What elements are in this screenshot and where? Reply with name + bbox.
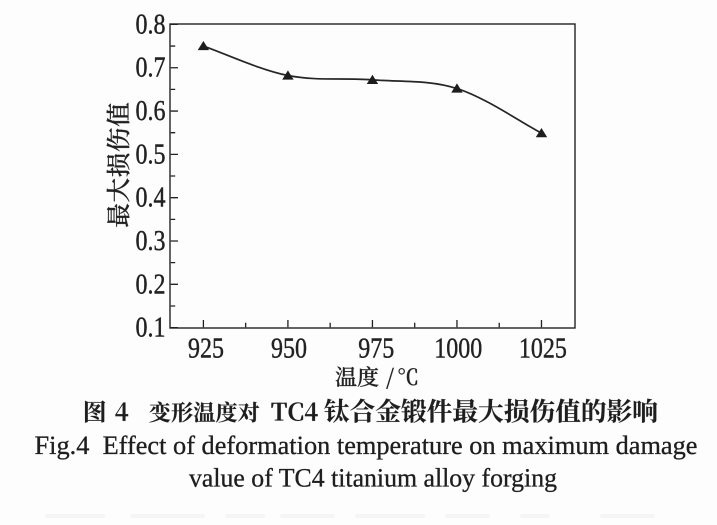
svg-text:0.5: 0.5 [136,139,166,170]
svg-text:0.8: 0.8 [136,9,166,40]
svg-text:0.7: 0.7 [136,52,166,83]
svg-text:0.3: 0.3 [136,225,166,256]
svg-text:1025: 1025 [519,333,567,364]
svg-text:0.2: 0.2 [136,269,166,300]
svg-text:0.1: 0.1 [136,312,166,343]
svg-text:1000: 1000 [434,333,482,364]
svg-text:950: 950 [271,333,307,364]
svg-text:value of TC4 titanium alloy fo: value of TC4 titanium alloy forging [189,464,557,493]
svg-text:975: 975 [358,333,394,364]
svg-text:Fig.4 Effect of deformation t: Fig.4 Effect of deformation temperature … [35,431,698,460]
svg-text:925: 925 [188,333,224,364]
svg-text:0.6: 0.6 [136,95,166,126]
svg-text:0.4: 0.4 [136,182,166,213]
